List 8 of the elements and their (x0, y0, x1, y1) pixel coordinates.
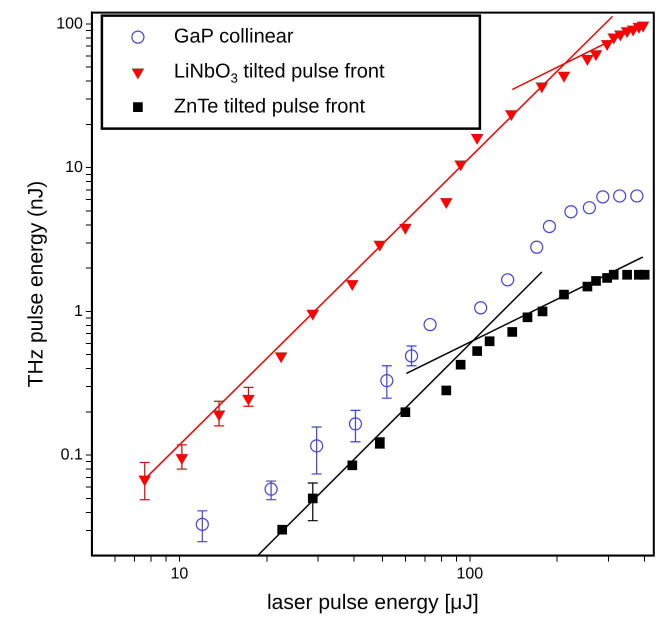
y-tick-label: 100 (56, 15, 83, 32)
y-axis-title: THz pulse energy (nJ) (24, 180, 48, 388)
x-axis-title: laser pulse energy [μJ] (266, 591, 479, 614)
y-tick-label: 1 (74, 302, 83, 320)
legend-label: ZnTe tilted pulse front (174, 96, 366, 118)
legend-label: GaP collinear (174, 26, 294, 48)
y-tick-label: 0.1 (60, 446, 83, 464)
y-tick-label: 10 (65, 159, 83, 176)
